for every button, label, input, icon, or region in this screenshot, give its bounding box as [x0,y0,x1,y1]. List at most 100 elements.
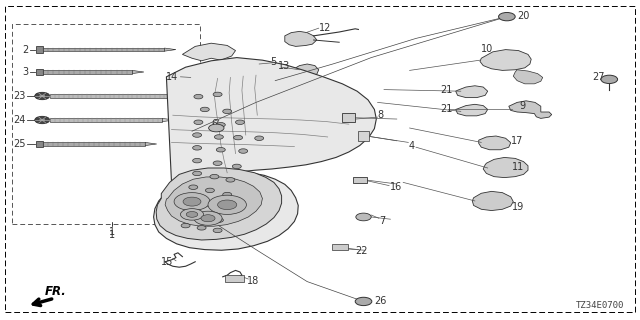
Polygon shape [243,62,272,74]
Circle shape [35,116,50,124]
Circle shape [214,218,223,222]
Text: 24: 24 [13,115,26,125]
Circle shape [218,206,227,210]
Polygon shape [216,72,276,87]
Text: 13: 13 [278,60,291,71]
Circle shape [209,124,224,132]
Bar [353,177,367,183]
Circle shape [184,199,193,203]
Circle shape [356,213,371,221]
Polygon shape [132,70,144,74]
Circle shape [355,297,372,306]
Text: 22: 22 [355,246,368,256]
Text: 16: 16 [390,182,403,192]
Text: TZ34E0700: TZ34E0700 [575,301,624,310]
Bar [342,113,355,122]
Bar [43,142,145,146]
Text: 12: 12 [319,23,331,33]
Ellipse shape [196,75,204,80]
Polygon shape [154,58,376,250]
Circle shape [189,185,198,189]
Text: 9: 9 [520,101,526,111]
Circle shape [174,193,210,211]
Polygon shape [509,101,552,118]
Polygon shape [456,104,488,116]
Polygon shape [285,31,317,46]
Text: 20: 20 [517,11,529,21]
Bar [225,275,244,282]
Text: 21: 21 [441,85,453,95]
Polygon shape [182,43,236,61]
Circle shape [226,178,235,182]
Circle shape [200,107,209,112]
Text: 1: 1 [109,230,115,240]
Polygon shape [145,142,157,146]
Polygon shape [164,48,176,51]
Bar [12,24,200,224]
Circle shape [218,200,237,210]
Circle shape [210,174,219,179]
Circle shape [197,215,206,219]
Polygon shape [483,157,528,178]
Text: 27: 27 [592,72,605,83]
Circle shape [193,146,202,150]
Bar [51,118,163,122]
Bar [43,48,164,51]
Bar [36,68,43,76]
Circle shape [255,136,264,140]
Bar [358,131,369,141]
Text: 15: 15 [161,257,173,268]
Circle shape [223,109,232,114]
Text: 3: 3 [22,67,29,77]
Circle shape [183,197,201,206]
Text: 2: 2 [22,44,29,55]
Circle shape [181,212,190,216]
Polygon shape [163,118,175,122]
Circle shape [213,161,222,165]
Circle shape [200,202,209,206]
Text: 4: 4 [408,140,415,151]
Bar [36,140,43,148]
Text: 26: 26 [374,296,386,307]
Circle shape [499,12,515,21]
Polygon shape [205,67,294,91]
Ellipse shape [202,75,209,80]
Circle shape [216,148,225,152]
Circle shape [194,120,203,124]
Polygon shape [291,64,319,76]
Bar [51,94,169,98]
Text: 1: 1 [109,227,115,237]
Text: 8: 8 [378,110,384,120]
Polygon shape [479,136,511,150]
Circle shape [194,94,203,99]
Text: FR.: FR. [45,285,67,298]
Text: 6: 6 [211,118,218,129]
Circle shape [39,118,45,122]
Circle shape [201,215,215,222]
Text: 17: 17 [511,136,523,146]
Bar [332,244,348,250]
Circle shape [181,223,190,228]
Polygon shape [480,50,531,70]
Circle shape [186,212,198,217]
Circle shape [223,192,232,197]
Circle shape [236,120,244,124]
Bar [43,70,132,74]
Text: 23: 23 [13,91,26,101]
Bar [36,46,43,53]
Polygon shape [456,86,488,98]
Text: 25: 25 [13,139,26,149]
Circle shape [39,94,45,98]
Circle shape [234,135,243,140]
Text: 5: 5 [270,57,276,68]
Ellipse shape [184,75,191,80]
Text: 19: 19 [512,202,524,212]
Circle shape [197,226,206,230]
Circle shape [180,209,204,220]
Polygon shape [169,94,182,98]
Circle shape [232,164,241,169]
Text: 11: 11 [512,162,524,172]
Ellipse shape [209,75,216,80]
Text: 14: 14 [166,72,179,82]
Text: 18: 18 [247,276,259,286]
